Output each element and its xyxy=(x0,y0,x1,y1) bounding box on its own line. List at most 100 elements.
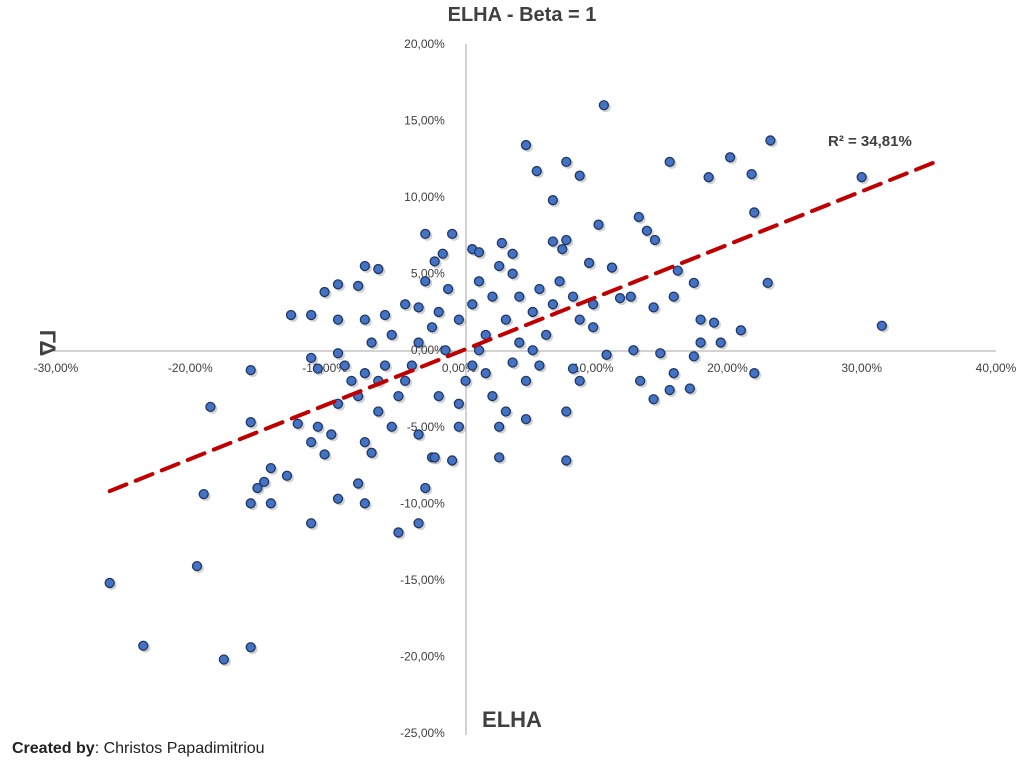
data-point xyxy=(527,306,538,318)
x-tick-label: -10,00% xyxy=(302,361,347,375)
data-point xyxy=(684,383,695,394)
data-point xyxy=(493,421,505,432)
data-point xyxy=(708,317,720,328)
data-point xyxy=(352,280,364,292)
x-tick-label: 10,00% xyxy=(573,361,614,375)
data-point xyxy=(393,391,404,402)
data-point xyxy=(460,375,471,386)
data-point xyxy=(514,337,525,348)
data-point xyxy=(104,577,115,589)
data-point xyxy=(655,348,666,359)
data-point xyxy=(554,276,565,287)
data-point xyxy=(583,257,595,269)
data-point xyxy=(520,413,532,425)
data-point xyxy=(433,391,444,402)
data-point xyxy=(561,406,572,417)
data-point xyxy=(305,518,317,529)
data-point xyxy=(749,207,760,218)
y-tick-label: -5,00% xyxy=(407,420,445,434)
data-point xyxy=(561,455,572,466)
data-point xyxy=(440,345,451,356)
data-point xyxy=(359,368,371,379)
data-point xyxy=(547,299,559,310)
data-point xyxy=(332,279,344,290)
data-point xyxy=(507,248,518,259)
data-point xyxy=(359,260,371,272)
data-point xyxy=(305,352,317,364)
x-tick-label: 20,00% xyxy=(707,361,748,375)
data-point xyxy=(633,211,644,223)
x-tick-labels: -30,00% -20,00% -10,00% 0,00% 10,00% 20,00% 30… xyxy=(34,361,1017,375)
data-point xyxy=(493,260,505,272)
data-point xyxy=(319,286,330,298)
data-point xyxy=(606,262,618,273)
data-point xyxy=(245,642,256,653)
data-point xyxy=(359,314,371,325)
data-points xyxy=(104,100,889,667)
data-point xyxy=(628,345,639,356)
data-point xyxy=(735,325,747,336)
data-point xyxy=(305,436,317,448)
data-point xyxy=(574,314,585,325)
data-point xyxy=(218,654,230,665)
data-point xyxy=(534,283,545,295)
data-point xyxy=(292,418,303,429)
data-point xyxy=(399,299,411,310)
y-tick-label: -10,00% xyxy=(400,496,445,510)
data-point xyxy=(531,165,542,177)
data-point xyxy=(557,244,568,255)
data-point xyxy=(366,447,377,458)
data-point xyxy=(359,498,371,509)
data-point xyxy=(285,309,297,321)
data-point xyxy=(346,375,357,386)
data-point xyxy=(527,345,538,356)
data-point xyxy=(587,322,599,333)
data-point xyxy=(433,306,444,318)
y-tick-label: 10,00% xyxy=(404,190,445,204)
data-point xyxy=(534,360,545,371)
data-point xyxy=(413,302,424,313)
data-point xyxy=(724,152,736,163)
data-point xyxy=(429,452,440,463)
data-point xyxy=(373,263,384,275)
data-point xyxy=(413,429,424,440)
credit-name: : Christos Papadimitriou xyxy=(94,740,265,757)
data-point xyxy=(379,309,391,321)
y-tick-label: 5,00% xyxy=(411,267,445,281)
y-tick-label: -20,00% xyxy=(400,649,445,663)
data-point xyxy=(453,398,465,409)
data-point xyxy=(420,482,431,494)
chart-title: ELHA - Beta = 1 xyxy=(448,4,597,26)
data-point xyxy=(420,276,431,287)
data-point xyxy=(252,482,263,494)
data-point xyxy=(648,302,659,313)
y-tick-label: -15,00% xyxy=(400,573,445,587)
data-point xyxy=(634,375,646,386)
credit-prefix: Created by xyxy=(12,740,95,757)
data-point xyxy=(688,351,700,362)
data-point xyxy=(500,314,512,325)
data-point xyxy=(480,368,491,379)
data-point xyxy=(373,406,384,417)
data-point xyxy=(386,421,397,432)
data-point xyxy=(467,299,478,310)
data-point xyxy=(703,172,714,183)
data-point xyxy=(386,329,397,341)
data-point xyxy=(668,291,679,302)
data-point xyxy=(574,170,585,181)
data-point xyxy=(567,363,579,374)
data-point xyxy=(332,314,344,325)
data-point xyxy=(359,436,371,448)
data-point xyxy=(496,237,507,249)
data-point xyxy=(487,391,498,402)
data-point xyxy=(413,518,424,529)
data-point xyxy=(547,236,559,247)
data-point xyxy=(473,276,485,287)
x-axis-title: ELHA xyxy=(482,707,542,732)
credit-line: Created by: Christos Papadimitriou xyxy=(12,740,265,758)
data-point xyxy=(379,360,391,371)
data-point xyxy=(332,493,344,504)
data-point xyxy=(547,195,559,206)
data-point xyxy=(473,247,485,258)
data-point xyxy=(245,364,256,376)
